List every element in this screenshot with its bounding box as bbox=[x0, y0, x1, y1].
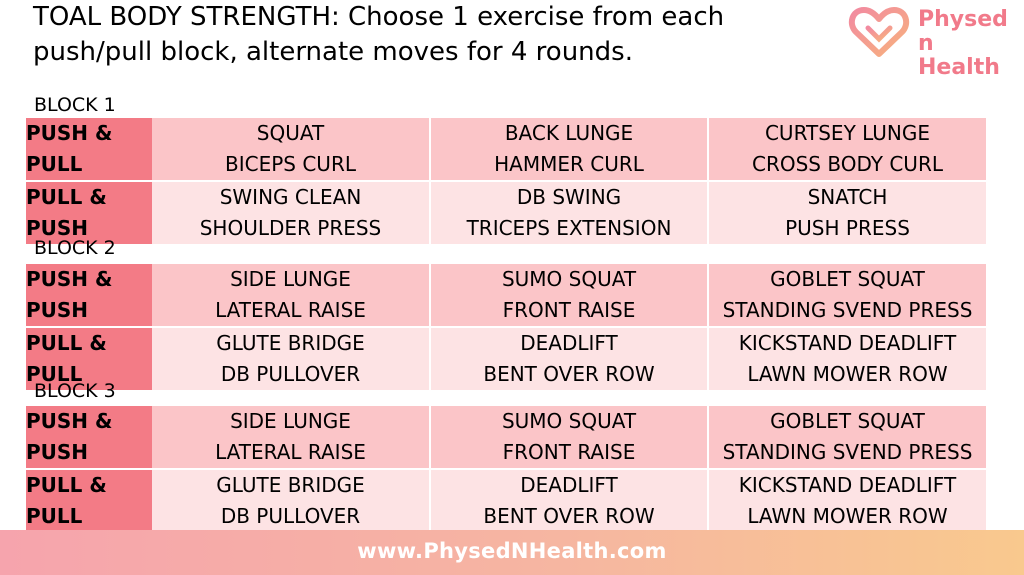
table-row: PULL & PULL GLUTE BRIDGE DB PULLOVER DEADL… bbox=[26, 470, 986, 532]
exercise-cell: SIDE LUNGE LATERAL RAISE bbox=[152, 264, 431, 328]
exercise-cell: DEADLIFT BENT OVER ROW bbox=[431, 328, 709, 390]
exercise-cell: SUMO SQUAT FRONT RAISE bbox=[431, 406, 709, 470]
row-header: PULL & PUSH bbox=[26, 182, 152, 244]
exercise-cell: SIDE LUNGE LATERAL RAISE bbox=[152, 406, 431, 470]
exercise-cell: SUMO SQUAT FRONT RAISE bbox=[431, 264, 709, 328]
exercise-cell: DB SWING TRICEPS EXTENSION bbox=[431, 182, 709, 244]
exercise-table: PUSH & PUSH SIDE LUNGE LATERAL RAISE SUMO … bbox=[26, 406, 986, 532]
logo-line-1: Physed bbox=[918, 7, 1008, 32]
exercise-cell: KICKSTAND DEADLIFT LAWN MOWER ROW bbox=[709, 328, 986, 390]
row-header: PUSH & PUSH bbox=[26, 264, 152, 328]
row-header: PUSH & PUSH bbox=[26, 406, 152, 470]
exercise-table: PUSH & PULL SQUAT BICEPS CURL BACK LUNGE HA… bbox=[26, 118, 986, 244]
exercise-cell: GLUTE BRIDGE DB PULLOVER bbox=[152, 328, 431, 390]
exercise-cell: SWING CLEAN SHOULDER PRESS bbox=[152, 182, 431, 244]
table-row: PULL & PULL GLUTE BRIDGE DB PULLOVER DEADL… bbox=[26, 328, 986, 390]
table-row: PUSH & PULL SQUAT BICEPS CURL BACK LUNGE HA… bbox=[26, 118, 986, 182]
exercise-cell: GLUTE BRIDGE DB PULLOVER bbox=[152, 470, 431, 532]
exercise-cell: GOBLET SQUAT STANDING SVEND PRESS bbox=[709, 406, 986, 470]
exercise-cell: SNATCH PUSH PRESS bbox=[709, 182, 986, 244]
row-header: PULL & PULL bbox=[26, 328, 152, 390]
exercise-cell: SQUAT BICEPS CURL bbox=[152, 118, 431, 182]
table-row: PULL & PUSH SWING CLEAN SHOULDER PRESS DB … bbox=[26, 182, 986, 244]
exercise-cell: BACK LUNGE HAMMER CURL bbox=[431, 118, 709, 182]
exercise-cell: KICKSTAND DEADLIFT LAWN MOWER ROW bbox=[709, 470, 986, 532]
block-label: BLOCK 1 bbox=[34, 94, 116, 116]
table-row: PUSH & PUSH SIDE LUNGE LATERAL RAISE SUMO … bbox=[26, 264, 986, 328]
row-header: PULL & PULL bbox=[26, 470, 152, 532]
block-label: BLOCK 2 bbox=[34, 237, 116, 259]
footer-banner: www.PhysedNHealth.com bbox=[0, 530, 1024, 575]
exercise-cell: DEADLIFT BENT OVER ROW bbox=[431, 470, 709, 532]
exercise-cell: CURTSEY LUNGE CROSS BODY CURL bbox=[709, 118, 986, 182]
logo-line-2: n Health bbox=[918, 31, 1000, 80]
table-row: PUSH & PUSH SIDE LUNGE LATERAL RAISE SUMO … bbox=[26, 406, 986, 470]
exercise-cell: GOBLET SQUAT STANDING SVEND PRESS bbox=[709, 264, 986, 328]
heart-logo-icon bbox=[848, 7, 910, 57]
website-link[interactable]: www.PhysedNHealth.com bbox=[357, 539, 667, 563]
block-label: BLOCK 3 bbox=[34, 380, 116, 402]
row-header: PUSH & PULL bbox=[26, 118, 152, 182]
brand-logo: Physed n Health bbox=[848, 4, 1018, 80]
page-title: TOAL BODY STRENGTH: Choose 1 exercise fr… bbox=[33, 2, 725, 67]
exercise-table: PUSH & PUSH SIDE LUNGE LATERAL RAISE SUMO … bbox=[26, 264, 986, 390]
